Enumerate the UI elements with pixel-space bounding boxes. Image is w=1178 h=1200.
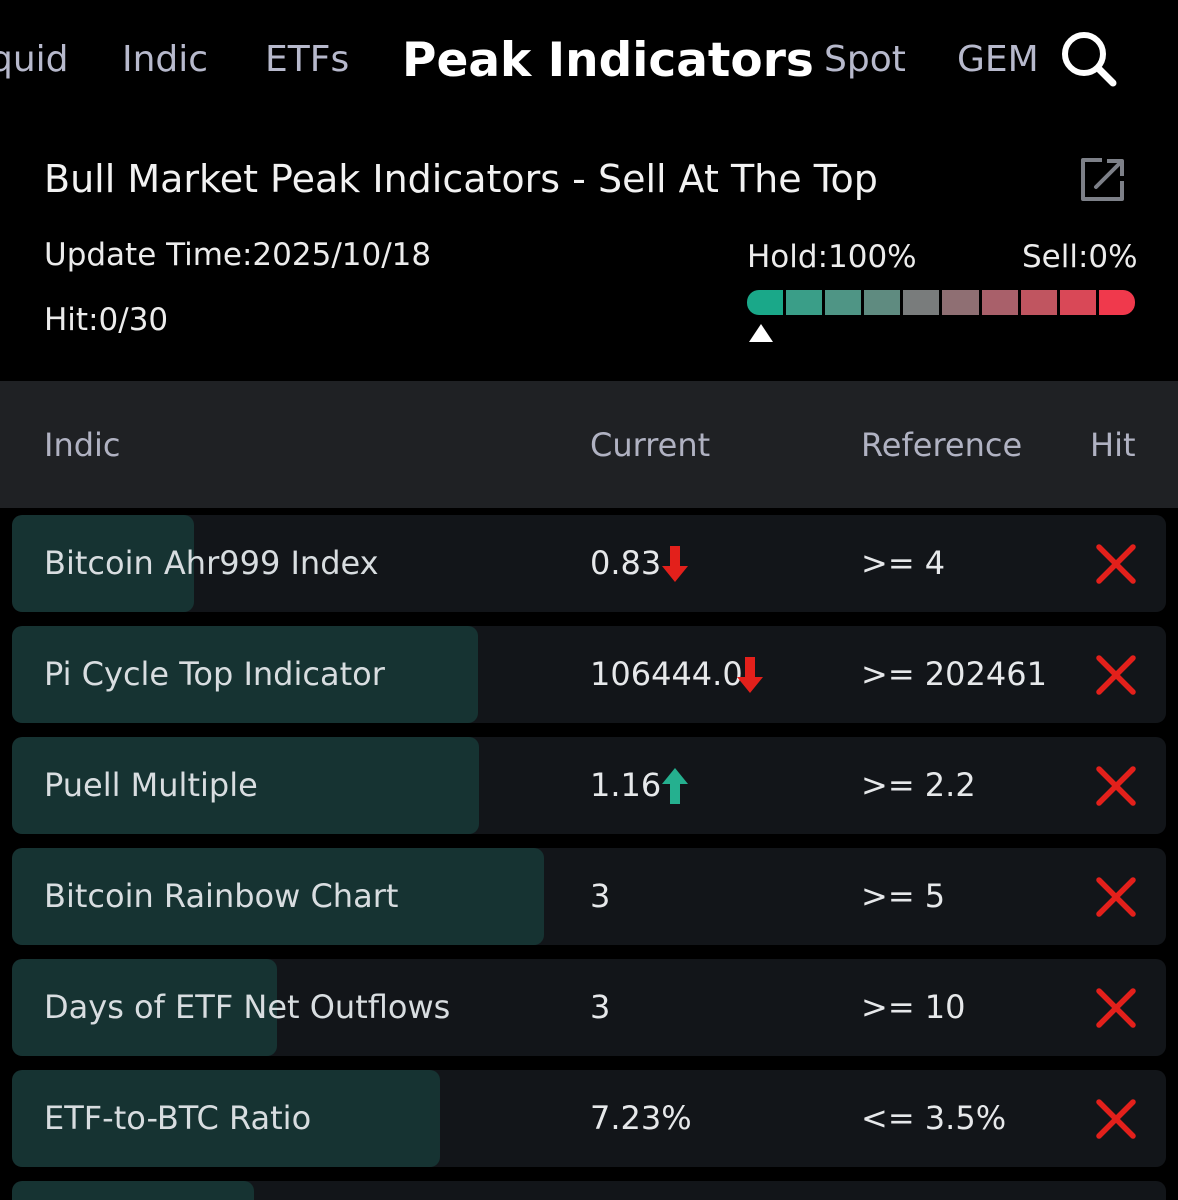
table-row[interactable]: ETF-to-BTC Ratio 7.23% <= 3.5% — [12, 1070, 1166, 1167]
table-row[interactable]: Bitcoin Rainbow Chart 3 >= 5 — [12, 848, 1166, 945]
reference-value: <= 3.5% — [861, 1099, 1007, 1137]
gauge-marker — [749, 324, 773, 342]
gauge-segment — [1098, 290, 1135, 315]
current-value: 3 — [590, 988, 611, 1026]
sell-label: Sell:0% — [1022, 239, 1138, 275]
current-value: 3 — [590, 877, 611, 915]
indicator-name: Bitcoin Rainbow Chart — [44, 877, 399, 915]
top-nav: quid Indic ETFs Peak Indicators Spot GEM — [0, 0, 1178, 120]
cross-icon — [1096, 988, 1136, 1028]
gauge-segment — [981, 290, 1018, 315]
reference-value: >= 202461 — [861, 655, 1047, 693]
gauge-segment — [747, 290, 784, 315]
current-value: 1.16 — [590, 766, 662, 804]
table-row[interactable]: Pi Cycle Top Indicator 106444.0 >= 202461 — [12, 626, 1166, 723]
cross-icon — [1096, 655, 1136, 695]
cross-icon — [1096, 544, 1136, 584]
gauge-segment — [903, 290, 940, 315]
table-row[interactable]: Puell Multiple 1.16 >= 2.2 — [12, 737, 1166, 834]
progress-fill — [12, 1070, 440, 1167]
table-row[interactable]: Bitcoin Ahr999 Index 0.83 >= 4 — [12, 515, 1166, 612]
search-button[interactable] — [1058, 28, 1120, 90]
hold-label: Hold:100% — [747, 239, 917, 275]
indicator-name: Bitcoin Ahr999 Index — [44, 544, 379, 582]
gauge-segment — [942, 290, 979, 315]
cross-icon — [1096, 1099, 1136, 1139]
update-time: Update Time:2025/10/18 — [44, 237, 432, 273]
tab-spot[interactable]: Spot — [824, 39, 906, 80]
indicator-name: Days of ETF Net Outflows — [44, 988, 451, 1026]
progress-fill — [12, 626, 478, 723]
tab-peak-indicators[interactable]: Peak Indicators — [402, 33, 814, 88]
current-value: 0.83 — [590, 544, 662, 582]
gauge-segment — [864, 290, 901, 315]
tab-gem[interactable]: GEM — [957, 39, 1039, 80]
current-value: 7.23% — [590, 1099, 692, 1137]
gauge-segment — [825, 290, 862, 315]
arrow-up-icon — [662, 768, 688, 804]
gauge-segment — [1020, 290, 1057, 315]
reference-value: >= 5 — [861, 877, 946, 915]
hold-sell-gauge — [747, 290, 1135, 315]
arrow-down-icon — [662, 546, 688, 582]
hit-count: Hit:0/30 — [44, 302, 169, 338]
reference-value: >= 2.2 — [861, 766, 976, 804]
table-header — [0, 381, 1178, 508]
progress-fill — [12, 515, 194, 612]
progress-fill — [12, 737, 479, 834]
column-hit: Hit — [1090, 426, 1136, 464]
indicator-name: Pi Cycle Top Indicator — [44, 655, 385, 693]
arrow-down-icon — [737, 657, 763, 693]
tab-indic[interactable]: Indic — [122, 39, 209, 80]
progress-fill — [12, 848, 544, 945]
share-icon — [1081, 158, 1124, 201]
gauge-segment — [1059, 290, 1096, 315]
tab-etfs[interactable]: ETFs — [265, 39, 350, 80]
share-button[interactable] — [1076, 154, 1128, 206]
current-value: 106444.0 — [590, 655, 743, 693]
reference-value: >= 10 — [861, 988, 966, 1026]
search-icon — [1062, 32, 1117, 87]
indicator-name: Puell Multiple — [44, 766, 258, 804]
table-row-partial[interactable] — [12, 1181, 1166, 1200]
gauge-segment — [786, 290, 823, 315]
reference-value: >= 4 — [861, 544, 946, 582]
column-reference: Reference — [861, 426, 1023, 464]
cross-icon — [1096, 766, 1136, 806]
indicator-name: ETF-to-BTC Ratio — [44, 1099, 312, 1137]
column-current: Current — [590, 426, 711, 464]
progress-fill — [12, 1181, 254, 1200]
tab-liquid[interactable]: quid — [0, 39, 69, 80]
cross-icon — [1096, 877, 1136, 917]
page-title: Bull Market Peak Indicators - Sell At Th… — [44, 157, 878, 201]
column-indic: Indic — [44, 426, 121, 464]
progress-fill — [12, 959, 277, 1056]
table-row[interactable]: Days of ETF Net Outflows 3 >= 10 — [12, 959, 1166, 1056]
